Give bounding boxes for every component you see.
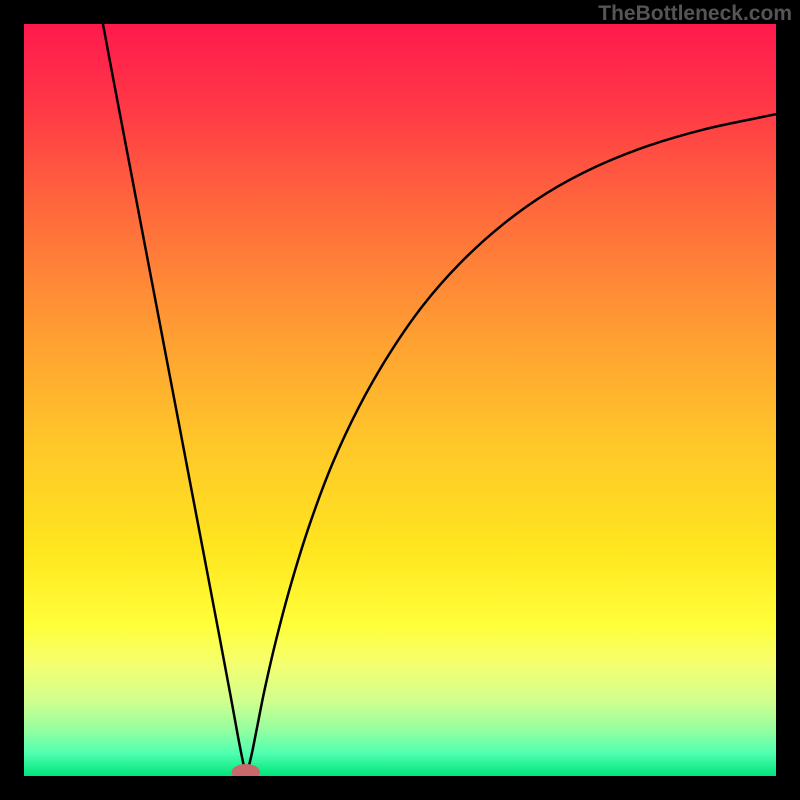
gradient-background [24, 24, 776, 776]
plot-svg [24, 24, 776, 776]
plot-area [24, 24, 776, 776]
chart-container: TheBottleneck.com [0, 0, 800, 800]
watermark-text: TheBottleneck.com [598, 2, 792, 26]
